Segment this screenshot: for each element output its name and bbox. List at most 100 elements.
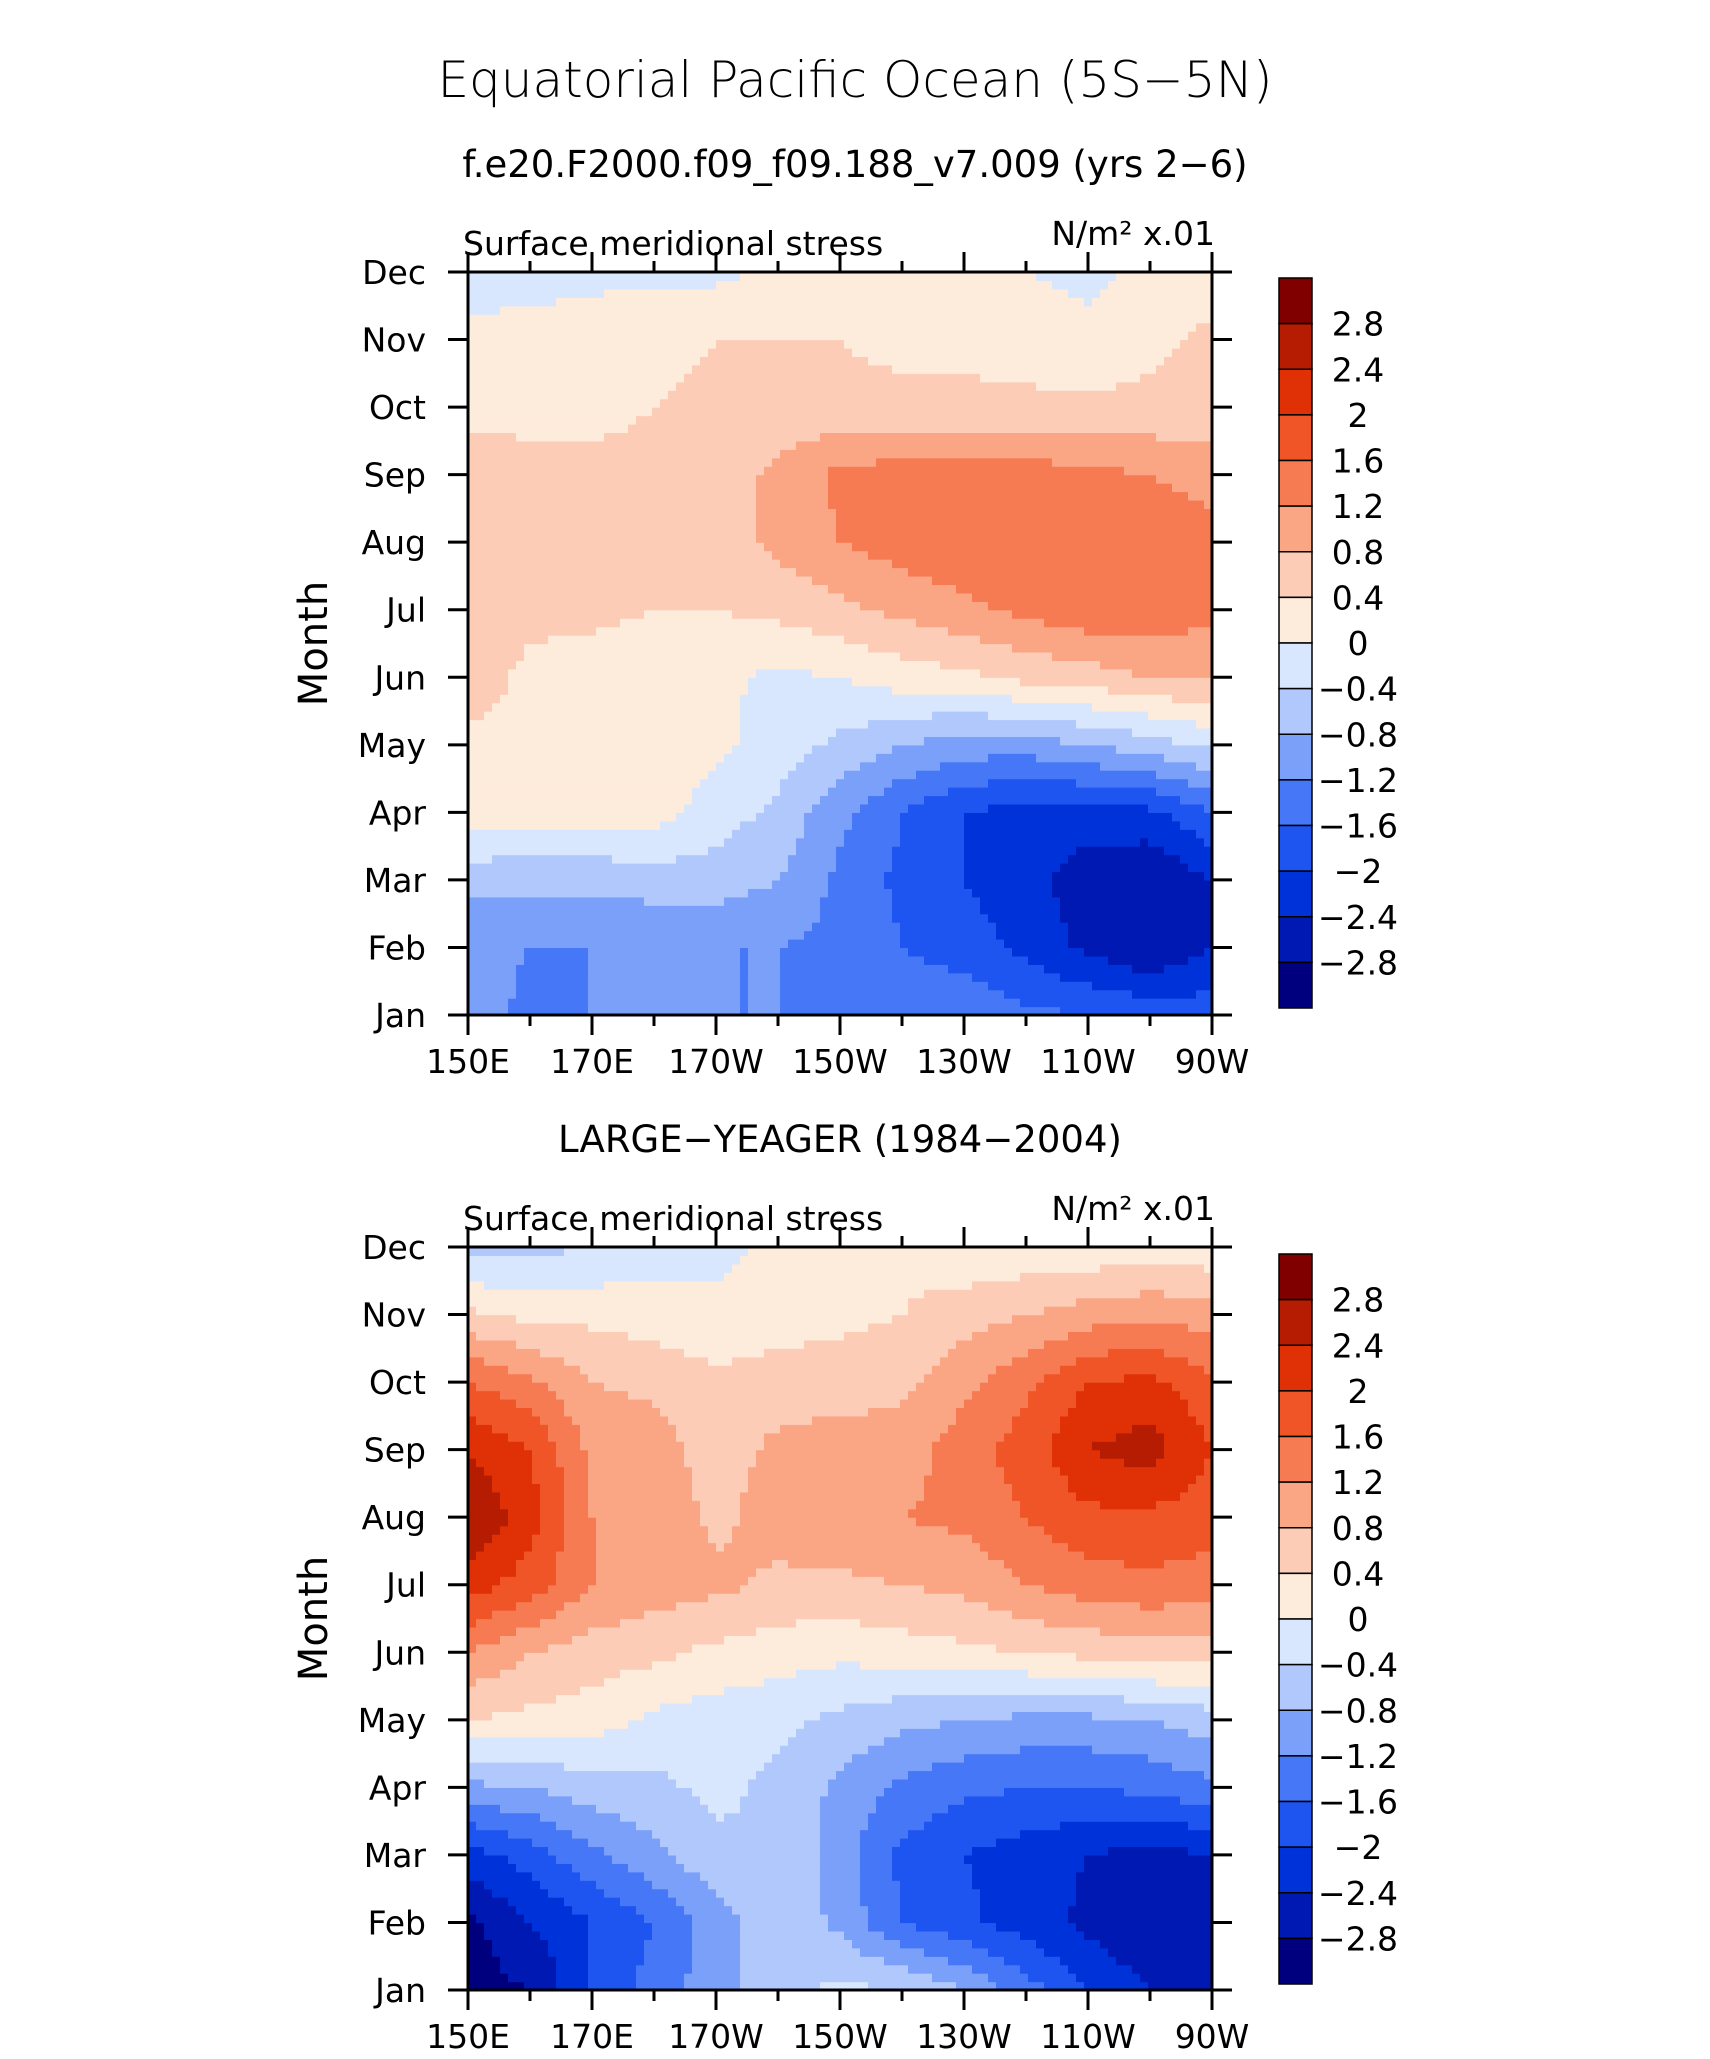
field-cell bbox=[1148, 939, 1157, 949]
field-cell bbox=[1108, 761, 1117, 771]
field-cell bbox=[532, 618, 541, 628]
field-cell bbox=[660, 677, 669, 687]
field-cell bbox=[908, 854, 917, 864]
field-cell bbox=[972, 702, 981, 712]
field-cell bbox=[596, 879, 605, 889]
field-cell bbox=[652, 812, 661, 822]
field-cell bbox=[644, 719, 653, 729]
field-cell bbox=[828, 677, 837, 687]
field-cell bbox=[812, 795, 821, 805]
field-cell bbox=[668, 753, 677, 763]
field-cell bbox=[516, 711, 525, 721]
field-cell bbox=[764, 854, 773, 864]
field-cell bbox=[780, 837, 789, 847]
field-cell bbox=[700, 643, 709, 653]
field-cell bbox=[1180, 668, 1189, 678]
field-cell bbox=[516, 896, 525, 906]
field-cell bbox=[732, 939, 741, 949]
field-cell bbox=[556, 727, 565, 737]
field-cell bbox=[1020, 736, 1029, 746]
field-cell bbox=[668, 559, 677, 569]
field-cell bbox=[868, 635, 877, 645]
field-cell bbox=[540, 575, 549, 585]
field-cell bbox=[1124, 981, 1133, 991]
field-cell bbox=[692, 559, 701, 569]
field-cell bbox=[1100, 592, 1109, 602]
field-cell bbox=[580, 998, 589, 1008]
field-cell bbox=[724, 618, 733, 628]
field-cell bbox=[1052, 719, 1061, 729]
field-cell bbox=[684, 863, 693, 873]
field-cell bbox=[1204, 1006, 1213, 1016]
field-cell bbox=[484, 879, 493, 889]
field-cell bbox=[1196, 575, 1205, 585]
field-cell bbox=[1012, 727, 1021, 737]
field-cell bbox=[1204, 575, 1213, 585]
field-cell bbox=[1076, 651, 1085, 661]
field-cell bbox=[924, 711, 933, 721]
field-cell bbox=[852, 685, 861, 695]
field-cell bbox=[580, 939, 589, 949]
field-cell bbox=[580, 601, 589, 611]
field-cell bbox=[1172, 787, 1181, 797]
field-cell bbox=[924, 820, 933, 830]
field-cell bbox=[1084, 770, 1093, 780]
field-cell bbox=[916, 888, 925, 898]
field-cell bbox=[1020, 998, 1029, 1008]
field-cell bbox=[1116, 989, 1125, 999]
field-cell bbox=[1020, 939, 1029, 949]
field-cell bbox=[892, 854, 901, 864]
field-cell bbox=[1196, 592, 1205, 602]
field-cell bbox=[764, 651, 773, 661]
field-cell bbox=[556, 584, 565, 594]
field-cell bbox=[1052, 761, 1061, 771]
field-cell bbox=[916, 913, 925, 923]
field-cell bbox=[1012, 939, 1021, 949]
field-cell bbox=[644, 896, 653, 906]
field-cell bbox=[556, 888, 565, 898]
field-cell bbox=[1124, 947, 1133, 957]
field-cell bbox=[772, 981, 781, 991]
field-cell bbox=[524, 787, 533, 797]
field-cell bbox=[468, 989, 477, 999]
field-cell bbox=[644, 592, 653, 602]
field-cell bbox=[772, 803, 781, 813]
field-cell bbox=[716, 863, 725, 873]
field-cell bbox=[492, 668, 501, 678]
field-cell bbox=[532, 770, 541, 780]
field-cell bbox=[868, 727, 877, 737]
field-cell bbox=[988, 643, 997, 653]
field-cell bbox=[1068, 727, 1077, 737]
field-cell bbox=[1164, 981, 1173, 991]
field-cell bbox=[612, 837, 621, 847]
field-cell bbox=[620, 702, 629, 712]
field-cell bbox=[844, 820, 853, 830]
field-cell bbox=[612, 618, 621, 628]
field-cell bbox=[700, 601, 709, 611]
field-cell bbox=[1108, 837, 1117, 847]
field-cell bbox=[820, 744, 829, 754]
field-cell bbox=[1172, 761, 1181, 771]
field-cell bbox=[868, 888, 877, 898]
field-cell bbox=[996, 575, 1005, 585]
field-cell bbox=[1116, 812, 1125, 822]
field-cell bbox=[1044, 770, 1053, 780]
field-cell bbox=[644, 913, 653, 923]
field-cell bbox=[1044, 660, 1053, 670]
field-cell bbox=[868, 575, 877, 585]
field-cell bbox=[580, 947, 589, 957]
field-cell bbox=[548, 998, 557, 1008]
field-cell bbox=[1116, 592, 1125, 602]
field-cell bbox=[636, 896, 645, 906]
field-cell bbox=[916, 609, 925, 619]
field-cell bbox=[644, 846, 653, 856]
field-cell bbox=[1148, 863, 1157, 873]
field-cell bbox=[612, 972, 621, 982]
field-cell bbox=[740, 989, 749, 999]
field-cell bbox=[932, 863, 941, 873]
field-cell bbox=[764, 955, 773, 965]
field-cell bbox=[1028, 753, 1037, 763]
field-cell bbox=[892, 618, 901, 628]
field-cell bbox=[508, 829, 517, 839]
field-cell bbox=[740, 651, 749, 661]
